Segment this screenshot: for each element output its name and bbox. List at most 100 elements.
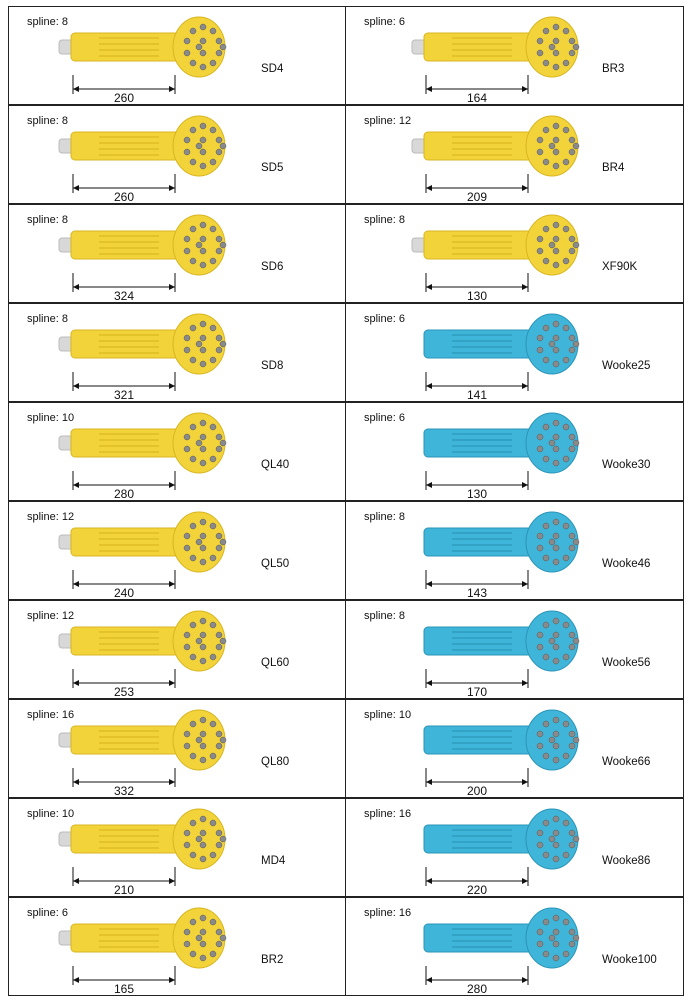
bit-cell: spline: 8 324 SD6 bbox=[8, 204, 346, 303]
length-dimension: 200 bbox=[466, 784, 488, 798]
spline-label: spline: 10 bbox=[27, 808, 75, 820]
model-name: QL40 bbox=[261, 459, 290, 471]
model-name: Wooke100 bbox=[602, 954, 657, 966]
spline-label: spline: 16 bbox=[27, 709, 75, 721]
drill-bit-illustration bbox=[58, 412, 227, 490]
bit-cell: spline: 8 170 Wooke56 bbox=[346, 600, 684, 699]
product-sheet: spline: 8 260 SD4 spline: 8 260 SD5 spline: 8 3… bbox=[8, 6, 684, 996]
length-dimension: 141 bbox=[466, 388, 488, 402]
bit-cell: spline: 10 200 Wooke66 bbox=[346, 699, 684, 798]
bit-cell: spline: 6 141 Wooke25 bbox=[346, 303, 684, 402]
model-name: Wooke46 bbox=[602, 558, 651, 570]
spline-label: spline: 16 bbox=[364, 907, 412, 919]
drill-bit-illustration bbox=[423, 610, 580, 688]
spline-label: spline: 8 bbox=[364, 610, 405, 622]
drill-bit-illustration bbox=[58, 709, 227, 787]
bit-cell: spline: 16 332 QL80 bbox=[8, 699, 346, 798]
drill-bit-illustration bbox=[411, 16, 580, 94]
length-dimension: 210 bbox=[113, 883, 135, 897]
spline-label: spline: 8 bbox=[27, 16, 68, 28]
model-name: SD8 bbox=[261, 360, 284, 372]
bit-cell: spline: 16 220 Wooke86 bbox=[346, 798, 684, 897]
right-column: spline: 6 164 BR3 spline: 12 209 BR4 spline: 8… bbox=[346, 6, 684, 996]
length-dimension: 240 bbox=[113, 586, 135, 600]
bit-cell: spline: 8 260 SD4 bbox=[8, 6, 346, 105]
drill-bit-illustration bbox=[423, 907, 580, 985]
spline-label: spline: 6 bbox=[27, 907, 68, 919]
length-dimension: 280 bbox=[113, 487, 135, 501]
length-dimension: 209 bbox=[466, 190, 488, 204]
length-dimension: 143 bbox=[466, 586, 488, 600]
model-name: BR2 bbox=[261, 954, 284, 966]
drill-bit-illustration bbox=[423, 511, 580, 589]
spline-label: spline: 6 bbox=[364, 16, 405, 28]
spline-label: spline: 8 bbox=[364, 214, 405, 226]
drill-bit-illustration bbox=[58, 16, 227, 94]
length-dimension: 321 bbox=[113, 388, 135, 402]
bit-cell: spline: 8 321 SD8 bbox=[8, 303, 346, 402]
model-name: Wooke25 bbox=[602, 360, 651, 372]
model-name: Wooke86 bbox=[602, 855, 651, 867]
model-name: SD4 bbox=[261, 63, 284, 75]
bit-cell: spline: 12 209 BR4 bbox=[346, 105, 684, 204]
length-dimension: 165 bbox=[113, 982, 135, 996]
spline-label: spline: 12 bbox=[27, 610, 75, 622]
spline-label: spline: 12 bbox=[364, 115, 412, 127]
spline-label: spline: 10 bbox=[364, 709, 412, 721]
model-name: SD6 bbox=[261, 261, 284, 273]
drill-bit-illustration bbox=[423, 313, 580, 391]
drill-bit-illustration bbox=[411, 115, 580, 193]
model-name: QL50 bbox=[261, 558, 290, 570]
length-dimension: 332 bbox=[113, 784, 135, 798]
bit-cell: spline: 6 164 BR3 bbox=[346, 6, 684, 105]
length-dimension: 220 bbox=[466, 883, 488, 897]
spline-label: spline: 12 bbox=[27, 511, 75, 523]
length-dimension: 280 bbox=[466, 982, 488, 996]
model-name: XF90K bbox=[602, 261, 638, 273]
bit-cell: spline: 12 240 QL50 bbox=[8, 501, 346, 600]
model-name: QL60 bbox=[261, 657, 290, 669]
drill-bit-illustration bbox=[58, 511, 227, 589]
model-name: Wooke30 bbox=[602, 459, 651, 471]
drill-bit-illustration bbox=[411, 214, 580, 292]
drill-bit-illustration bbox=[423, 709, 580, 787]
bit-cell: spline: 10 280 QL40 bbox=[8, 402, 346, 501]
bit-cell: spline: 12 253 QL60 bbox=[8, 600, 346, 699]
drill-bit-illustration bbox=[58, 808, 227, 886]
model-name: Wooke66 bbox=[602, 756, 651, 768]
drill-bit-illustration bbox=[58, 610, 227, 688]
drill-bit-illustration bbox=[58, 907, 227, 985]
bit-cell: spline: 6 130 Wooke30 bbox=[346, 402, 684, 501]
left-column: spline: 8 260 SD4 spline: 8 260 SD5 spline: 8 3… bbox=[8, 6, 346, 996]
model-name: Wooke56 bbox=[602, 657, 651, 669]
model-name: SD5 bbox=[261, 162, 284, 174]
drill-bit-illustration bbox=[58, 115, 227, 193]
spline-label: spline: 10 bbox=[27, 412, 75, 424]
drill-bit-illustration bbox=[423, 412, 580, 490]
drill-bit-illustration bbox=[423, 808, 580, 886]
length-dimension: 170 bbox=[466, 685, 488, 699]
length-dimension: 260 bbox=[113, 190, 135, 204]
spline-label: spline: 6 bbox=[364, 313, 405, 325]
bit-cell: spline: 8 143 Wooke46 bbox=[346, 501, 684, 600]
spline-label: spline: 8 bbox=[27, 115, 68, 127]
length-dimension: 324 bbox=[113, 289, 135, 303]
spline-label: spline: 16 bbox=[364, 808, 412, 820]
drill-bit-illustration bbox=[58, 313, 227, 391]
length-dimension: 164 bbox=[466, 91, 488, 105]
model-name: MD4 bbox=[261, 855, 286, 867]
bit-cell: spline: 16 280 Wooke100 bbox=[346, 897, 684, 996]
drill-bit-illustration bbox=[58, 214, 227, 292]
model-name: BR4 bbox=[602, 162, 625, 174]
length-dimension: 253 bbox=[113, 685, 135, 699]
spline-label: spline: 8 bbox=[364, 511, 405, 523]
spline-label: spline: 6 bbox=[364, 412, 405, 424]
bit-cell: spline: 6 165 BR2 bbox=[8, 897, 346, 996]
spline-label: spline: 8 bbox=[27, 313, 68, 325]
bit-cell: spline: 8 130 XF90K bbox=[346, 204, 684, 303]
bit-cell: spline: 8 260 SD5 bbox=[8, 105, 346, 204]
model-name: BR3 bbox=[602, 63, 625, 75]
length-dimension: 130 bbox=[466, 289, 488, 303]
length-dimension: 130 bbox=[466, 487, 488, 501]
bit-cell: spline: 10 210 MD4 bbox=[8, 798, 346, 897]
